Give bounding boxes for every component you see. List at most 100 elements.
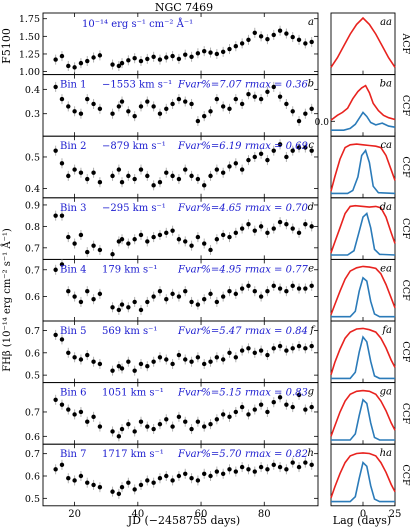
data-point [119,366,125,371]
data-point [66,350,71,355]
data-point [126,58,131,63]
data-point [110,489,115,494]
data-point [227,467,232,472]
data-point [220,294,226,299]
data-point [97,361,103,367]
data-point [132,299,137,305]
data-point [110,305,115,310]
data-point [189,476,194,481]
ccf-panel-tag: ea [380,263,392,274]
ccf-panel-ha: 0 25 ha CCF [330,443,411,520]
data-point [265,36,270,42]
ccf-panel-ba: 0.0 ba CCF [315,74,411,137]
data-point [265,409,270,415]
data-point [91,170,96,175]
data-point [183,99,188,104]
y-tick-label: 0.4 [25,85,40,96]
data-point [208,247,213,253]
ccpd-curve [331,461,395,503]
data-point [91,55,96,60]
ccf-panel-ca: ca CCF [330,135,411,199]
ccf-panel-tag: da [380,202,392,213]
data-point [189,299,194,305]
data-point [116,434,122,439]
panel-letter: f [309,325,316,336]
unit-label: 10⁻¹⁴ erg s⁻¹ cm⁻² Å⁻¹ [82,18,193,30]
data-point [284,348,289,353]
data-point [214,355,220,360]
data-point [296,230,302,236]
data-point [227,289,232,294]
data-point [176,294,182,299]
rmax-label: rmax = 0.77 [245,264,309,275]
data-point [227,414,232,420]
data-point [271,283,276,289]
data-point [214,167,220,172]
data-point [290,404,295,410]
data-point [72,109,77,114]
ccf-curve [330,204,396,254]
data-point [176,352,182,358]
light-curve-panel-a: 1.00 1.25 1.50 1.75 10⁻¹⁴ erg s⁻¹ cm⁻² Å⁻¹ a [19,12,319,78]
light-curve-panels: 1.00 1.25 1.50 1.75 10⁻¹⁴ erg s⁻¹ cm⁻² Å⁻¹ a 0… [19,12,319,520]
ccf-side-label: CCF [400,156,411,178]
ccf-panel-fa: fa CCF [330,320,411,384]
data-point [126,359,131,364]
data-point [214,417,220,422]
data-point [132,487,137,492]
data-point [66,104,71,109]
data-point [271,346,276,351]
data-point [157,179,163,185]
data-point [170,173,175,179]
data-point [202,424,207,429]
data-point [183,167,188,172]
velocity-label: −295 km s⁻¹ [102,203,166,214]
rmax-label: rmax = 0.84 [245,326,308,337]
data-point [53,57,58,62]
rmax-label: rmax = 0.70 [245,203,309,214]
data-point [246,467,251,472]
data-point [176,473,182,479]
data-point [296,118,302,124]
data-point [277,286,283,291]
data-point [145,173,150,179]
data-point [284,289,289,294]
data-point [239,167,245,172]
data-point [303,460,308,465]
ccf-panels: aa ACF 0.0 ba CCF ca CCF da CCF ea CCF fa CCF ga CCF 0 2… [315,12,411,520]
data-point [195,302,201,307]
y-tick-label: 0.7 [25,265,40,276]
rmax-label: rmax = 0.82 [245,449,308,460]
data-point [271,32,276,38]
data-point [59,262,65,267]
data-point [116,104,122,109]
data-point [208,421,213,427]
data-point [157,111,163,116]
data-point [183,471,188,476]
data-point [97,247,103,253]
data-point [195,419,201,424]
y-tick-label: 1.75 [19,14,40,25]
data-point [53,84,58,90]
top-y-axis-label: F5100 [0,28,13,64]
ccf-panel-tag: ca [380,140,392,151]
velocity-label: 569 km s⁻¹ [102,326,157,337]
data-point [277,343,283,349]
data-point [91,297,96,302]
ccpd-curve [331,335,395,380]
ccpd-curve [331,211,396,256]
data-point [157,421,163,427]
data-point [277,395,283,400]
y-tick-label: 0.6 [25,348,40,359]
y-tick-label: 0.4 [25,184,40,195]
data-point [164,230,169,236]
bin-label: Bin 7 [60,449,87,460]
data-point [116,239,122,244]
ccf-curve [330,389,396,437]
data-point [170,228,175,233]
panel-letter: c [308,140,314,151]
bin-label: Bin 4 [60,264,87,275]
fvar-label: Fvar%=5.70 [177,449,242,460]
data-point [138,232,144,238]
data-point [195,51,201,56]
